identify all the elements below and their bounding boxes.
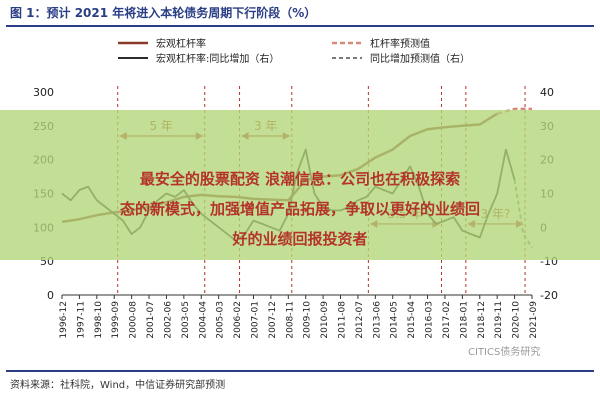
x-tick-label: 2020-10	[512, 301, 522, 339]
x-tick-label: 2015-04	[407, 301, 417, 339]
x-tick-label: 2018-01	[459, 301, 469, 339]
x-tick-label: 2009-10	[303, 301, 313, 339]
x-tick-label: 1996-12	[59, 301, 69, 339]
x-tick-label: 2017-02	[442, 301, 452, 339]
chart-title: 图 1：预计 2021 年将进入本轮债务周期下行阶段（%）	[10, 6, 317, 20]
x-tick-label: 2018-12	[477, 301, 487, 339]
banner-line-1: 最安全的股票配资 浪潮信息：公司也在积极探索	[139, 170, 461, 188]
chart-axes: 050100150200250300-20-100102030401996-12…	[33, 86, 558, 339]
y-right-tick-label: 40	[540, 86, 554, 99]
x-tick-label: 2016-03	[425, 301, 435, 339]
x-tick-label: 2005-03	[216, 301, 226, 339]
x-tick-label: 2012-07	[355, 301, 365, 339]
x-tick-label: 2006-02	[233, 301, 243, 339]
footer-rule	[6, 370, 594, 372]
x-tick-label: 2014-05	[390, 301, 400, 339]
y-left-tick-label: 300	[33, 86, 54, 99]
legend-label-macro-pred: 杠杆率预测值	[370, 37, 430, 50]
x-tick-label: 2013-06	[372, 301, 382, 339]
header-rule	[6, 25, 594, 27]
y-left-tick-label: 0	[47, 289, 54, 302]
x-tick-label: 2004-04	[198, 301, 208, 339]
x-tick-label: 1997-11	[76, 301, 86, 339]
x-tick-label: 2007-01	[250, 301, 260, 339]
x-tick-label: 2007-12	[268, 301, 278, 339]
x-tick-label: 2002-06	[163, 301, 173, 339]
x-tick-label: 2021-09	[529, 301, 539, 339]
banner-line-3: 好的业绩回报投资者	[232, 230, 368, 248]
x-tick-label: 2010-09	[320, 301, 330, 339]
chart-legend: 宏观杠杆率 杠杆率预测值 宏观杠杆率:同比增加（右） 同比增加预测值（右）	[118, 37, 470, 65]
legend-label-macro: 宏观杠杆率	[156, 37, 206, 50]
y-right-tick-label: -20	[540, 289, 558, 302]
x-tick-label: 2003-05	[181, 301, 191, 339]
series-line-macro-leverage-forecast	[496, 107, 532, 115]
banner-line-2: 态的新模式，加强增值产品拓展，争取以更好的业绩回	[119, 200, 480, 218]
watermark: CITICS债务研究	[468, 345, 540, 358]
x-tick-label: 2019-11	[494, 301, 504, 339]
x-tick-label: 2011-08	[338, 301, 348, 339]
legend-label-yoy-pred: 同比增加预测值（右）	[370, 52, 470, 65]
x-tick-label: 2001-07	[146, 301, 156, 339]
x-tick-label: 2000-08	[129, 301, 139, 339]
overlay-banner: 最安全的股票配资 浪潮信息：公司也在积极探索 态的新模式，加强增值产品拓展，争取…	[0, 110, 600, 260]
legend-label-yoy: 宏观杠杆率:同比增加（右）	[156, 52, 279, 65]
x-tick-label: 1999-09	[111, 301, 121, 339]
source-note: 资料来源：社科院，Wind，中信证券研究部预测	[10, 380, 226, 391]
x-tick-label: 2008-11	[285, 301, 295, 339]
x-tick-label: 1998-10	[94, 301, 104, 339]
